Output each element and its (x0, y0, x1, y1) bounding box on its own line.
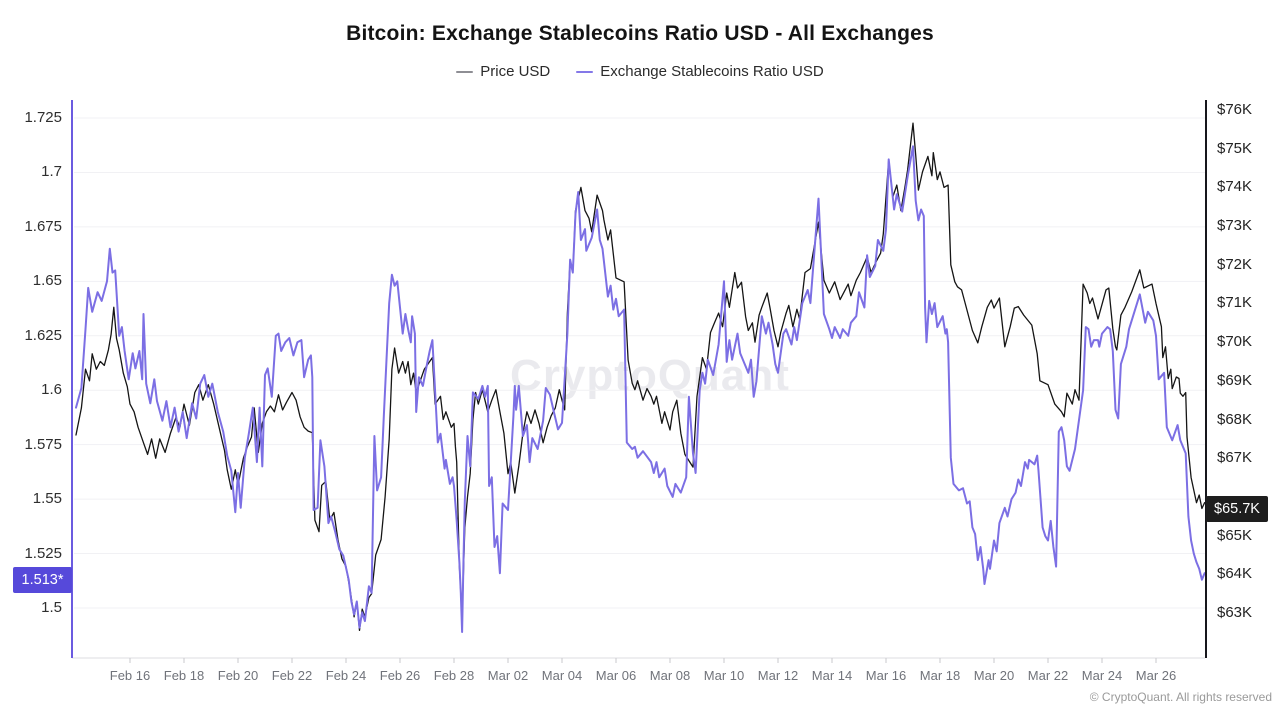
x-axis-tick-label: Mar 26 (1135, 668, 1177, 683)
chart-legend: Price USD Exchange Stablecoins Ratio USD (0, 63, 1280, 80)
chart-title: Bitcoin: Exchange Stablecoins Ratio USD … (346, 22, 934, 45)
y-axis-left-tick-label: 1.675 (24, 217, 62, 235)
y-axis-right-tick-label: $74K (1217, 178, 1253, 196)
x-axis-tick-label: Mar 24 (1081, 668, 1123, 683)
y-axis-right-tick-label: $72K (1217, 255, 1253, 273)
x-axis-tick-label: Feb 16 (109, 668, 151, 683)
y-axis-right-tick-label: $69K (1217, 371, 1253, 389)
x-axis-tick-label: Feb 28 (433, 668, 475, 683)
x-axis-tick-label: Mar 16 (865, 668, 907, 683)
x-axis-tick-label: Mar 18 (919, 668, 961, 683)
legend-label-price: Price USD (480, 63, 551, 80)
y-axis-left-tick-label: 1.55 (32, 490, 62, 508)
ratio-line (75, 145, 1205, 633)
y-axis-right-tick-label: $65K (1217, 526, 1253, 544)
x-axis-tick-label: Mar 02 (487, 668, 529, 683)
x-axis-tick-label: Feb 26 (379, 668, 421, 683)
x-axis-tick-label: Mar 08 (649, 668, 691, 683)
last-value-badge-ratio: 1.513* (13, 566, 72, 593)
x-axis-tick-label: Mar 06 (595, 668, 637, 683)
y-axis-right-tick-label: $63K (1217, 604, 1253, 621)
x-axis-tick-label: Mar 14 (811, 668, 853, 683)
y-axis-left-tick-label: 1.575 (24, 435, 62, 453)
price-line (75, 122, 1205, 632)
x-axis-tick-label: Mar 10 (703, 668, 745, 683)
x-axis-tick-label: Feb 24 (325, 668, 367, 683)
y-axis-left-tick-label: 1.525 (24, 544, 62, 562)
y-axis-right-tick-label: $64K (1217, 565, 1253, 583)
last-value-badge-price: $65.7K (1206, 495, 1268, 522)
legend-item-price[interactable]: Price USD (456, 63, 550, 80)
y-axis-right-tick-label: $68K (1217, 410, 1253, 428)
x-axis-tick-label: Mar 12 (757, 668, 799, 683)
y-axis-left-tick-label: 1.6 (41, 381, 62, 399)
y-axis-right-tick-label: $73K (1217, 217, 1253, 235)
y-axis-right-tick-label: $70K (1217, 333, 1253, 351)
copyright-notice: © CryptoQuant. All rights reserved (1089, 690, 1272, 704)
y-axis-left-tick-label: 1.625 (24, 326, 62, 344)
x-axis-tick-label: Feb 22 (271, 668, 313, 683)
y-axis-right-tick-label: $75K (1217, 139, 1253, 157)
y-axis-right-tick-label: $71K (1217, 294, 1253, 312)
x-axis-tick-label: Feb 18 (163, 668, 205, 683)
y-axis-right-tick-label: $76K (1217, 101, 1253, 118)
x-axis-tick-label: Mar 20 (973, 668, 1015, 683)
y-axis-left-tick-label: 1.5 (41, 599, 62, 616)
x-axis-tick-label: Feb 20 (217, 668, 259, 683)
ratio-line-swatch-icon (576, 70, 594, 73)
legend-label-ratio: Exchange Stablecoins Ratio USD (600, 63, 824, 80)
legend-item-ratio[interactable]: Exchange Stablecoins Ratio USD (576, 63, 824, 80)
x-axis-tick-label: Mar 04 (541, 668, 583, 683)
y-axis-left-tick-label: 1.7 (41, 163, 62, 181)
y-axis-right-tick-label: $67K (1217, 449, 1253, 467)
x-axis-tick-label: Mar 22 (1027, 668, 1069, 683)
y-axis-left-tick-label: 1.725 (24, 109, 62, 126)
y-axis-left-tick-label: 1.65 (32, 272, 62, 290)
price-line-swatch-icon (456, 70, 474, 73)
